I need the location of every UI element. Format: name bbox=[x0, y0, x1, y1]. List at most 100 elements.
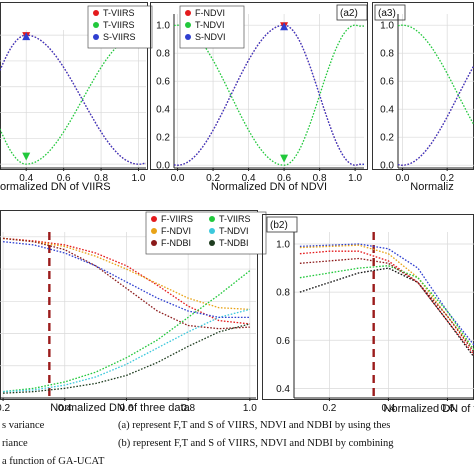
x-tick-label: 0.4 bbox=[242, 173, 256, 184]
footnote-right-1: (a) represent F,T and S of VIIRS, NDVI a… bbox=[118, 420, 390, 431]
panel-label-box bbox=[336, 4, 368, 21]
x-tick-label: 0.6 bbox=[440, 403, 454, 414]
x-tick-label: 0.6 bbox=[277, 173, 291, 184]
legend-label: S-VIIRS bbox=[103, 32, 136, 42]
legend-label: T-NDVI bbox=[219, 226, 249, 236]
footnote-left-3: a function of GA-UCAT bbox=[2, 456, 105, 467]
peak-marker bbox=[22, 152, 31, 161]
panel-label: (a3) bbox=[378, 8, 396, 19]
series-line-a3-2 bbox=[398, 65, 474, 166]
series-line-t-viirs bbox=[0, 34, 146, 165]
panel-label-box bbox=[266, 216, 298, 233]
y-tick-label: 0.4 bbox=[380, 105, 394, 116]
x-tick-label: 0.8 bbox=[313, 173, 327, 184]
legend-swatch bbox=[93, 34, 99, 40]
x-axis-label: ormalized DN of VIIRS bbox=[0, 181, 111, 193]
series-line-a3-0 bbox=[398, 65, 474, 166]
legend: T-VIIRS T-VIIRS S-VIIRS bbox=[87, 5, 153, 49]
legend: F-NDVI T-NDVI S-NDVI bbox=[179, 5, 245, 49]
series-line-a3-1 bbox=[398, 24, 474, 126]
y-tick-label: 0.6 bbox=[380, 77, 394, 88]
x-tick-label: 1.0 bbox=[348, 173, 362, 184]
panel-frame bbox=[0, 2, 148, 170]
y-tick-label: 0.8 bbox=[156, 49, 170, 60]
panel-b1: 0.2 0.4 0.6 0.8 1.0 Normalized DN of three da… bbox=[0, 210, 267, 414]
y-tick-label: 0.8 bbox=[380, 49, 394, 60]
legend-swatch bbox=[185, 34, 191, 40]
legend-label: T-NDVI bbox=[195, 20, 225, 30]
panel-a3: 0.0 0.2 0.0 0.2 0.4 0.6 0.8 1.0 Normaliz (a3) bbox=[372, 2, 474, 193]
series-line-t-ndbi bbox=[3, 323, 250, 394]
x-tick-label: 0.4 bbox=[58, 403, 72, 414]
series-group bbox=[0, 34, 146, 165]
series-group bbox=[3, 237, 251, 394]
peak-marker bbox=[280, 22, 289, 31]
x-tick-label: 0.4 bbox=[19, 173, 33, 184]
panel-label-box bbox=[374, 4, 406, 21]
footnote-left-2: riance bbox=[2, 438, 28, 449]
y-tick-label: 0.2 bbox=[156, 133, 170, 144]
peak-marker bbox=[280, 154, 289, 163]
legend-label: T-VIIRS bbox=[103, 20, 135, 30]
x-tick-label: 0.0 bbox=[396, 173, 410, 184]
panel-a2: 0.0 0.2 0.4 0.6 0.8 1.0 0.0 0.2 0.4 0.6 0.8 1.0 Norm… bbox=[150, 2, 368, 193]
series-line-f-ndvi bbox=[3, 237, 250, 311]
series-line-b2-3 bbox=[299, 265, 474, 351]
y-tick-label: 0.6 bbox=[276, 336, 290, 347]
x-tick-label: 0.0 bbox=[171, 173, 185, 184]
legend-label: T-VIIRS bbox=[103, 8, 135, 18]
x-tick-label: 0.2 bbox=[0, 403, 10, 414]
legend-label: T-NDBI bbox=[219, 238, 249, 248]
series-line-b2-1 bbox=[299, 244, 474, 351]
footnote: s variance riance a function of GA-UCAT … bbox=[2, 420, 394, 467]
peak-marker bbox=[22, 32, 31, 41]
x-tick-label: 0.2 bbox=[322, 403, 336, 414]
panel-label: (b2) bbox=[270, 220, 288, 231]
legend-swatch bbox=[185, 10, 191, 16]
panel-b2: 0.2 0.4 0.6 0.4 0.6 0.8 1.0 Normalized DN of t (… bbox=[262, 214, 474, 415]
x-tick-label: 0.8 bbox=[94, 173, 108, 184]
series-line-b2-5 bbox=[299, 257, 474, 353]
x-tick-label: 0.2 bbox=[206, 173, 220, 184]
y-tick-label: 0.4 bbox=[276, 384, 290, 395]
footnote-right-2: (b) represent F,T and S of VIIRS, NDVI a… bbox=[118, 438, 394, 449]
legend-label: T-VIIRS bbox=[219, 214, 251, 224]
legend-swatch bbox=[151, 240, 157, 246]
x-tick-label: 0.8 bbox=[181, 403, 195, 414]
footnote-left-1: s variance bbox=[2, 420, 45, 431]
x-tick-label: 0.6 bbox=[120, 403, 134, 414]
legend-label: F-NDBI bbox=[161, 238, 191, 248]
legend-label: F-NDVI bbox=[161, 226, 191, 236]
legend-swatch bbox=[93, 10, 99, 16]
legend-swatch bbox=[151, 228, 157, 234]
x-axis-label: Normalized DN of NDVI bbox=[211, 181, 327, 193]
panel-a1: 0.4 0.6 0.8 1.0 ormalized DN of VIIRS T-VIIRS… bbox=[0, 2, 153, 193]
series-line-b2-4 bbox=[299, 267, 474, 358]
panel-frame bbox=[150, 2, 368, 170]
series-line-b2-0 bbox=[299, 243, 474, 346]
y-tick-label: 0.0 bbox=[156, 161, 170, 172]
series-line-b1-6 bbox=[3, 241, 250, 319]
y-tick-label: 0.0 bbox=[380, 161, 394, 172]
x-axis-label: Normaliz bbox=[410, 181, 453, 193]
series-line-t-viirs bbox=[0, 34, 146, 165]
y-tick-label: 1.0 bbox=[276, 240, 290, 251]
panel-label: (a2) bbox=[340, 8, 358, 19]
legend-swatch bbox=[93, 22, 99, 28]
legend-label: F-NDVI bbox=[195, 8, 225, 18]
x-axis-label: Normalized DN of t bbox=[384, 403, 474, 415]
legend-label: F-VIIRS bbox=[161, 214, 193, 224]
legend-swatch bbox=[151, 216, 157, 222]
y-tick-label: 0.2 bbox=[380, 133, 394, 144]
series-line-t-viirs bbox=[3, 270, 251, 393]
panel-frame bbox=[0, 210, 258, 400]
series-line-s-viirs bbox=[0, 34, 146, 165]
x-axis-label: Normalized DN of three data bbox=[50, 402, 190, 414]
series-line-b2-2 bbox=[299, 250, 474, 356]
y-tick-label: 0.8 bbox=[276, 288, 290, 299]
y-tick-label: 0.6 bbox=[156, 77, 170, 88]
legend-label: S-NDVI bbox=[195, 32, 226, 42]
legend-box bbox=[145, 211, 267, 255]
y-tick-label: 1.0 bbox=[156, 21, 170, 32]
